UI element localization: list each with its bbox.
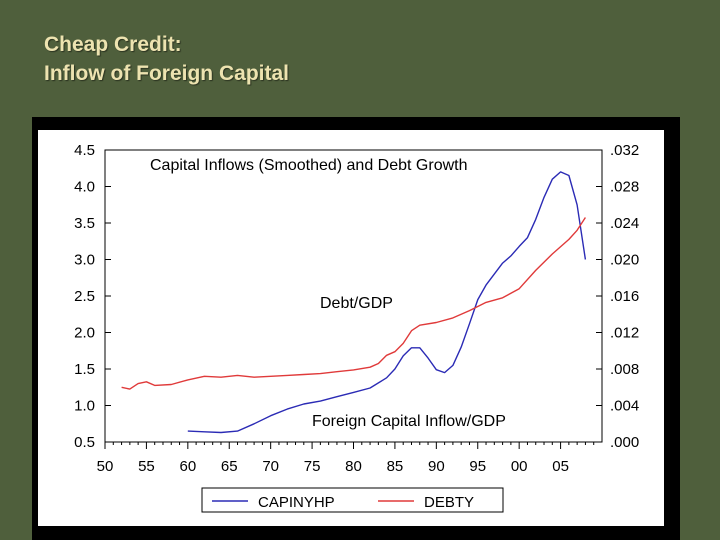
left-axis-tick-label: 0.5 — [74, 434, 95, 451]
left-axis-tick-label: 4.5 — [74, 142, 95, 159]
chart-panel — [38, 130, 664, 526]
x-axis-tick-label: 80 — [345, 458, 362, 475]
left-axis-tick-label: 3.0 — [74, 252, 95, 269]
left-axis-tick-label: 2.0 — [74, 325, 95, 342]
x-axis-tick-label: 65 — [221, 458, 238, 475]
x-axis-tick-label: 00 — [511, 458, 528, 475]
legend-box — [201, 487, 504, 513]
legend-label-capinyhp: CAPINYHP — [258, 494, 335, 511]
left-axis-tick-label: 2.5 — [74, 288, 95, 305]
legend: CAPINYHP DEBTY — [201, 487, 504, 513]
series-line-debty — [121, 217, 586, 390]
x-axis-tick-label: 90 — [428, 458, 445, 475]
right-axis-tick-label: .020 — [610, 252, 639, 269]
x-axis-tick-label: 60 — [179, 458, 196, 475]
left-axis-tick-label: 4.0 — [74, 179, 95, 196]
right-axis-tick-label: .000 — [610, 434, 639, 451]
right-axis-tick-label: .012 — [610, 325, 639, 342]
right-axis-tick-label: .032 — [610, 142, 639, 159]
right-axis-tick-label: .008 — [610, 361, 639, 378]
slide-title-line2: Inflow of Foreign Capital — [44, 62, 289, 85]
right-axis-tick-label: .004 — [610, 398, 639, 415]
right-axis-tick-label: .016 — [610, 288, 639, 305]
right-axis-tick-label: .024 — [610, 215, 639, 232]
x-axis-tick-label: 05 — [552, 458, 569, 475]
slide-title: Cheap Credit: Inflow of Foreign Capital — [44, 30, 289, 88]
x-axis-tick-label: 55 — [138, 458, 155, 475]
left-axis-tick-label: 1.0 — [74, 398, 95, 415]
x-axis-tick-label: 50 — [97, 458, 114, 475]
slide-title-line1: Cheap Credit: — [44, 33, 182, 56]
x-axis-tick-label: 85 — [387, 458, 404, 475]
left-axis-tick-label: 3.5 — [74, 215, 95, 232]
x-axis-tick-label: 95 — [469, 458, 486, 475]
capital-annotation: Foreign Capital Inflow/GDP — [312, 413, 506, 430]
x-axis-tick-label: 75 — [304, 458, 321, 475]
series-line-capinyhp — [187, 171, 587, 434]
chart-title: Capital Inflows (Smoothed) and Debt Grow… — [150, 157, 467, 174]
left-axis-tick-label: 1.5 — [74, 361, 95, 378]
right-axis-tick-label: .028 — [610, 179, 639, 196]
legend-label-debty: DEBTY — [424, 494, 474, 511]
debt-annotation: Debt/GDP — [320, 295, 393, 312]
x-axis-tick-label: 70 — [262, 458, 279, 475]
